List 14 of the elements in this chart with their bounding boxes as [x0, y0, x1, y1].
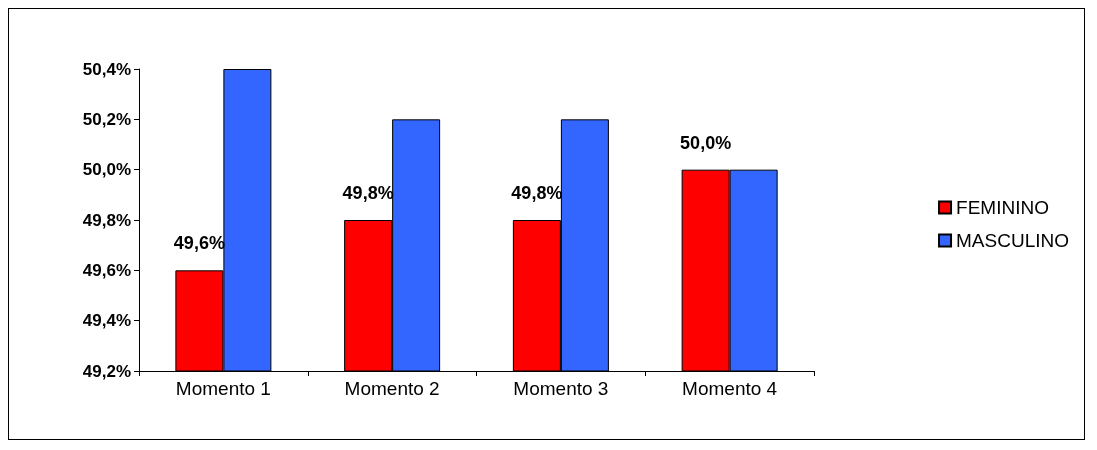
y-tick-label: 50,4% — [82, 59, 131, 79]
x-tick-label: Momento 3 — [513, 378, 609, 399]
x-tick-label: Momento 1 — [175, 378, 271, 399]
legend-label: MASCULINO — [956, 230, 1070, 251]
y-tick-label: 49,4% — [82, 311, 131, 331]
y-tick-label: 49,8% — [82, 210, 131, 230]
legend-label: FEMININO — [956, 197, 1049, 218]
y-tick-label: 49,2% — [82, 361, 131, 381]
x-tick-label: Momento 4 — [682, 378, 778, 399]
x-tick-label: Momento 2 — [344, 378, 440, 399]
y-tick-label: 50,0% — [82, 160, 131, 180]
y-tick-label: 49,6% — [82, 260, 131, 280]
y-tick-label: 50,2% — [82, 109, 131, 129]
data-label: 50,0% — [680, 132, 732, 153]
